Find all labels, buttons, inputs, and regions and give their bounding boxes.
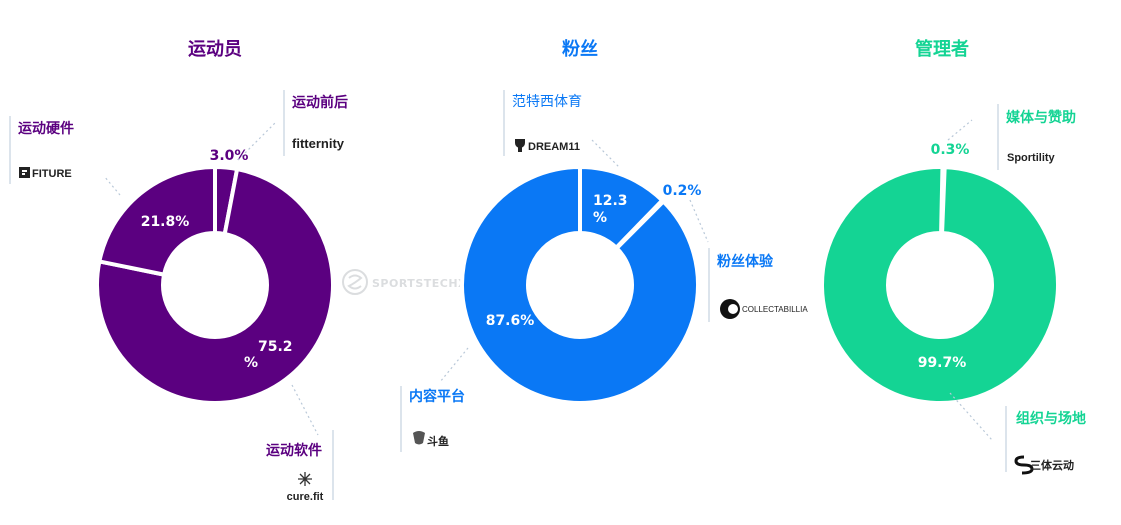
watermark: SPORTSTECHX [342, 269, 467, 295]
data-label-fantasy: 12.3 % [593, 193, 632, 226]
leader-line [291, 384, 319, 436]
category-label-hardware: 运动硬件 [18, 120, 74, 137]
category-label-venues: 组织与场地 [1016, 410, 1086, 427]
leader-line [237, 122, 276, 161]
donut-slice-2-1 [820, 165, 1061, 405]
category-label-content: 内容平台 [409, 388, 465, 405]
data-label-venues: 99.7% [918, 355, 967, 371]
brand-fitternity: fitternity [292, 136, 345, 151]
leader-line [439, 347, 469, 383]
chart-managers: 管理者 0.3% 99.7% 媒体与赞助 Sportility 组织与场地 三体… [820, 38, 1086, 475]
leader-line [947, 119, 973, 141]
category-label-media: 媒体与赞助 [1005, 109, 1076, 126]
data-label-media: 0.3% [931, 142, 970, 158]
data-label-content: 87.6% [486, 313, 535, 329]
category-label-pre-post: 运动前后 [292, 94, 348, 111]
leader-line [689, 199, 709, 243]
chart-title: 运动员 [188, 39, 242, 60]
douyu-logo: 斗鱼 [413, 431, 449, 448]
curefit-logo: cure.fit [287, 472, 324, 503]
category-label-fantasy: 范特西体育 [512, 93, 582, 110]
leader-line [949, 392, 993, 441]
donut-slice-1-2 [460, 165, 700, 405]
brand-sportility: Sportility [1007, 152, 1056, 164]
chart-athletes: 运动员 3.0% 21.8% 75.2 % 运动硬件 FITURE 运动前后 f… [9, 39, 348, 503]
leader-line [103, 175, 121, 196]
brand-santi: 三体云动 [1030, 458, 1074, 472]
watermark-text: SPORTSTECHX [372, 277, 467, 290]
category-label-experience: 粉丝体验 [717, 253, 774, 270]
data-label-hardware: 21.8% [141, 214, 190, 230]
leader-line [591, 139, 621, 169]
chart-title: 粉丝 [562, 38, 598, 60]
fiture-logo: FITURE [19, 167, 72, 180]
chart-title: 管理者 [915, 38, 969, 60]
data-label-experience: 0.2% [663, 183, 702, 199]
chart-fans: 粉丝 12.3 % 0.2% 87.6% 范特西体育 DREAM11 粉丝体验 … [400, 38, 808, 452]
dream11-logo: DREAM11 [515, 139, 580, 153]
brand-dream11: DREAM11 [528, 141, 580, 153]
brand-douyu: 斗鱼 [427, 434, 449, 448]
donut-slice-0-2 [97, 165, 217, 277]
data-label-software: 75.2 % [244, 339, 297, 371]
santiyundong-logo: 三体云动 [1014, 455, 1074, 475]
category-label-software: 运动软件 [266, 442, 322, 459]
donut-slice-0-1 [95, 167, 335, 405]
brand-fiture: FITURE [32, 168, 72, 180]
brand-collectabillia: COLLECTABILLIA [742, 305, 808, 314]
collectabillia-logo: COLLECTABILLIA [720, 299, 808, 319]
brand-curefit: cure.fit [287, 491, 324, 503]
